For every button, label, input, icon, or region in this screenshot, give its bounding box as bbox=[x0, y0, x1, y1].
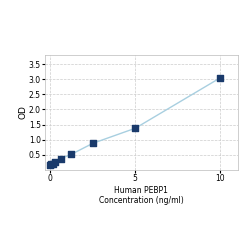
Point bbox=[70, 152, 73, 156]
X-axis label: Human PEBP1
Concentration (ng/ml): Human PEBP1 Concentration (ng/ml) bbox=[99, 186, 184, 205]
Point bbox=[51, 162, 55, 166]
Point bbox=[133, 126, 137, 130]
Point bbox=[218, 76, 222, 80]
Point bbox=[48, 163, 52, 167]
Point bbox=[50, 162, 54, 166]
Point bbox=[59, 156, 63, 160]
Y-axis label: OD: OD bbox=[18, 106, 27, 120]
Point bbox=[91, 141, 95, 145]
Point bbox=[54, 160, 58, 164]
